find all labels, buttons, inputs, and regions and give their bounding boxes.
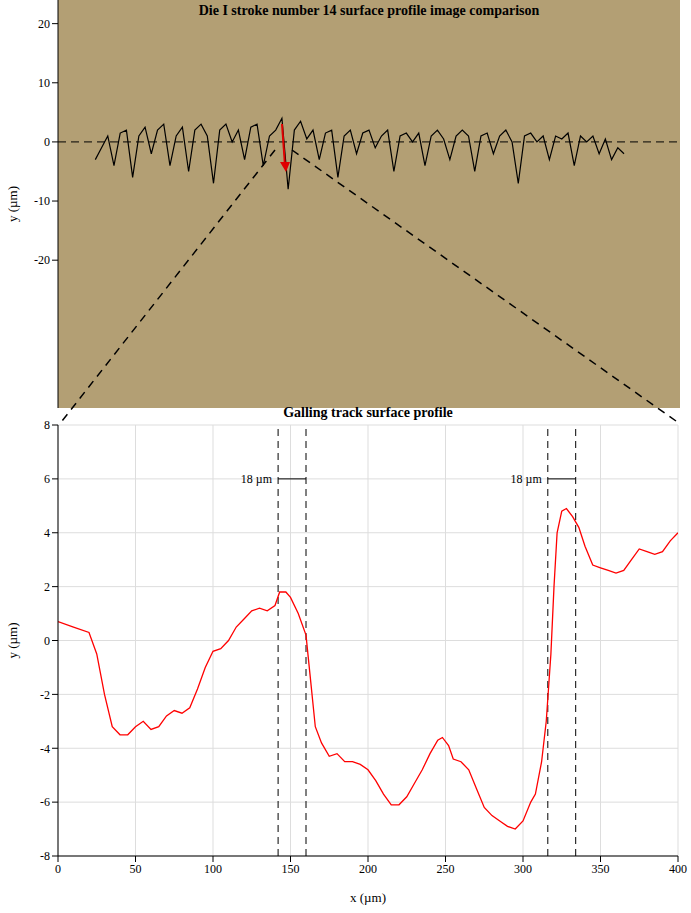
svg-text:y (µm): y (µm) [5,186,20,222]
html-text:Die I stroke number 14 surface: Die I stroke number 14 surface profile i… [198,3,540,18]
svg-text:2: 2 [44,580,50,594]
svg-text:10: 10 [38,76,50,90]
svg-text:50: 50 [130,862,142,876]
svg-text:-8: -8 [40,849,50,863]
svg-text:-4: -4 [40,742,50,756]
svg-text:18 µm: 18 µm [241,472,273,486]
svg-text:400: 400 [669,862,687,876]
svg-text:8: 8 [44,418,50,432]
svg-text:200: 200 [359,862,377,876]
svg-text:250: 250 [437,862,455,876]
svg-text:300: 300 [514,862,532,876]
svg-text:-10: -10 [34,194,50,208]
svg-text:-20: -20 [34,253,50,267]
svg-text:150: 150 [282,862,300,876]
svg-text:y (µm): y (µm) [5,622,20,658]
svg-text:-2: -2 [40,688,50,702]
svg-text:4: 4 [44,526,50,540]
svg-text:x (µm): x (µm) [350,890,386,905]
svg-text:-6: -6 [40,795,50,809]
html-text:Galling track surface profile: Galling track surface profile [283,405,453,420]
svg-text:0: 0 [55,862,61,876]
svg-text:100: 100 [204,862,222,876]
svg-text:0: 0 [44,634,50,648]
svg-text:0: 0 [44,135,50,149]
svg-text:350: 350 [592,862,610,876]
svg-text:6: 6 [44,472,50,486]
svg-text:18 µm: 18 µm [511,472,543,486]
svg-text:20: 20 [38,17,50,31]
